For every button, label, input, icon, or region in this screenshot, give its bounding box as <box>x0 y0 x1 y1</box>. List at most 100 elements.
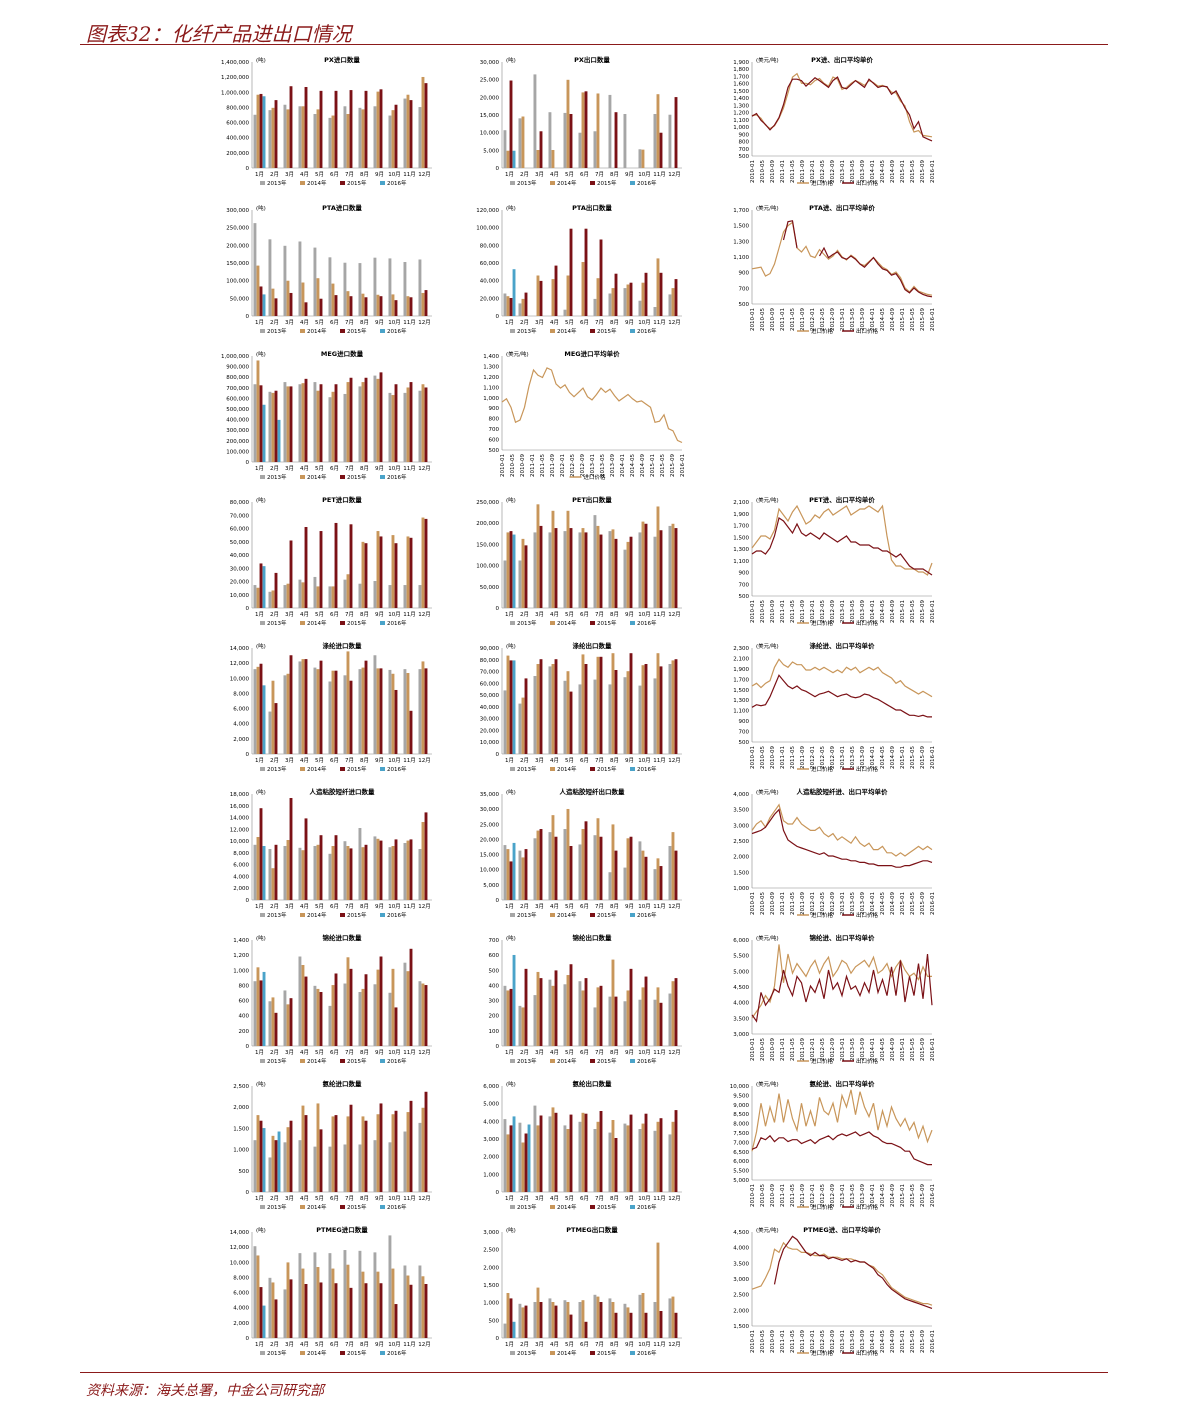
legend-label: 2015年 <box>597 1057 617 1065</box>
bar <box>361 1271 365 1338</box>
unit-label: (吨) <box>506 1080 516 1088</box>
bar <box>614 670 618 754</box>
legend-swatch <box>380 181 385 185</box>
legend-swatch <box>510 621 515 625</box>
y-tick-label: 200 <box>489 1014 500 1020</box>
y-tick-label: 6,000 <box>733 1159 749 1165</box>
bar <box>343 1144 347 1192</box>
x-tick-label: 2012-01 <box>810 600 816 623</box>
bar <box>316 669 320 754</box>
x-tick-label: 10月 <box>388 1049 401 1056</box>
bar <box>668 993 672 1046</box>
bar <box>671 523 675 608</box>
bar <box>298 384 302 462</box>
bar <box>298 106 302 168</box>
y-tick-label: 6,000 <box>733 938 749 944</box>
x-tick-label: 6月 <box>330 1341 339 1348</box>
bar <box>379 956 383 1046</box>
bar <box>524 968 528 1046</box>
legend-swatch <box>380 1059 385 1063</box>
x-tick-label: 2010-01 <box>750 746 756 769</box>
x-tick-label: 4月 <box>300 611 309 618</box>
legend-swatch <box>550 621 555 625</box>
legend-label: 2015年 <box>347 179 367 187</box>
bar <box>376 838 380 900</box>
bar <box>656 258 660 316</box>
y-tick-label: 150,000 <box>476 542 499 548</box>
x-tick-label: 5月 <box>565 757 574 764</box>
bar <box>379 840 383 900</box>
y-tick-label: 400,000 <box>226 136 249 142</box>
bar <box>424 1284 428 1338</box>
legend-swatch <box>630 1351 635 1355</box>
x-tick-label: 2016-01 <box>680 454 686 477</box>
bar <box>373 1140 377 1192</box>
y-tick-label: 60,000 <box>480 261 500 267</box>
bar <box>268 849 272 900</box>
x-tick-label: 4月 <box>300 319 309 326</box>
bar <box>334 295 338 316</box>
x-tick-label: 2月 <box>270 465 279 472</box>
price-series-line <box>751 517 933 576</box>
bar <box>334 384 338 462</box>
bar <box>569 228 573 316</box>
x-tick-label: 9月 <box>375 1195 384 1202</box>
bar <box>518 1005 522 1046</box>
chart-title: PTMEG出口数量 <box>566 1225 618 1234</box>
bar <box>289 655 293 754</box>
bar <box>271 1282 275 1338</box>
x-tick-label: 11月 <box>403 611 416 618</box>
chart-title: MEG进口平均单价 <box>564 349 620 358</box>
unit-label: (吨) <box>256 1226 266 1234</box>
x-tick-label: 7月 <box>595 171 604 178</box>
bar <box>259 93 263 168</box>
chart-svg: PET进、出口平均单价 (美元/吨) 500 700 900 1,100 1,300 1,50… <box>733 495 936 627</box>
legend-label: 2016年 <box>387 1349 407 1357</box>
bar <box>518 560 522 608</box>
bar <box>331 586 335 608</box>
x-tick-label: 11月 <box>403 1049 416 1056</box>
bar <box>388 669 392 754</box>
legend-swatch <box>630 181 635 185</box>
y-tick-label: 1,100 <box>733 118 749 124</box>
x-tick-label: 2012-09 <box>830 746 836 769</box>
bar <box>539 659 543 754</box>
y-tick-label: 1,900 <box>733 667 749 673</box>
x-tick-label: 4月 <box>300 903 309 910</box>
bar <box>614 1312 618 1338</box>
y-tick-label: 2,500 <box>733 839 749 845</box>
bar <box>334 835 338 900</box>
x-tick-label: 11月 <box>653 319 666 326</box>
unit-label: (吨) <box>506 1226 516 1234</box>
y-tick-label: 80,000 <box>480 658 500 664</box>
bar <box>376 91 380 168</box>
legend-label: 2014年 <box>307 765 327 773</box>
x-tick-label: 4月 <box>550 1049 559 1056</box>
bar <box>379 1283 383 1338</box>
bar <box>521 1307 525 1338</box>
unit-label: (吨) <box>256 496 266 504</box>
x-tick-label: 2011-05 <box>790 1330 796 1353</box>
x-tick-label: 2010-09 <box>770 1038 776 1061</box>
bar <box>331 1116 335 1192</box>
bar <box>596 656 600 754</box>
x-tick-label: 5月 <box>315 171 324 178</box>
bar <box>334 973 338 1046</box>
bar <box>289 386 293 462</box>
x-tick-label: 10月 <box>638 319 651 326</box>
x-tick-label: 1月 <box>505 611 514 618</box>
price-series-line <box>751 1131 932 1166</box>
x-tick-label: 2013-01 <box>840 1330 846 1353</box>
legend-swatch <box>260 329 265 333</box>
bar <box>614 538 618 608</box>
x-tick-label: 6月 <box>330 611 339 618</box>
bar <box>548 1116 552 1192</box>
bar <box>298 1140 302 1192</box>
x-tick-label: 2月 <box>520 319 529 326</box>
legend-label: 2014年 <box>557 179 577 187</box>
bar <box>313 114 317 168</box>
chart-svg: MEG进口平均单价 (美元/吨) 500 600 700 800 900 1,000 1,100… <box>483 349 686 481</box>
bar <box>274 100 278 168</box>
x-tick-label: 2013-01 <box>840 600 846 623</box>
bar <box>593 515 597 608</box>
